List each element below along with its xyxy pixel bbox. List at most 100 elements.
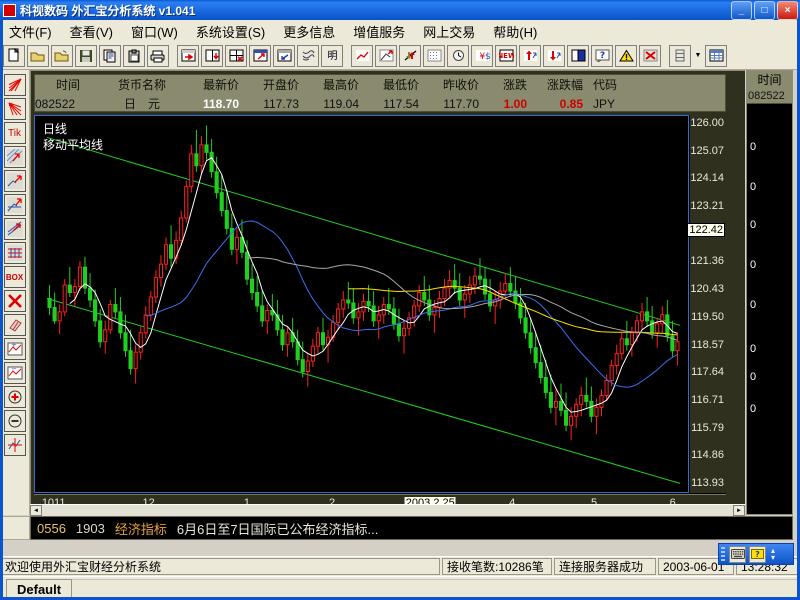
app-icon: [3, 3, 16, 17]
drag-grip[interactable]: [721, 547, 725, 563]
quote-open-price: 117.73: [263, 96, 299, 111]
quote-high-price: 119.04: [323, 96, 359, 111]
news-ticker[interactable]: 0556 1903 经济指标 6月6日至7日国际已公布经济指标...: [30, 516, 793, 540]
menu-help[interactable]: 帮助(H): [493, 24, 538, 40]
svg-text:$: $: [485, 52, 490, 62]
time-data-panel[interactable]: 时间 082522 0 0 0 0 0 0 0 0: [746, 70, 793, 515]
close-button[interactable]: ×: [777, 1, 798, 20]
quote-col-time-header: 时间: [55, 78, 80, 92]
y-axis-tick: 122.42: [687, 222, 725, 237]
minimize-button[interactable]: _: [731, 1, 752, 20]
crosshair-tool[interactable]: [3, 434, 26, 456]
chart-horizontal-scrollbar[interactable]: ◄ ►: [30, 504, 745, 516]
time-panel-header: 时间: [747, 71, 792, 88]
minus-circle-tool[interactable]: [3, 410, 26, 432]
menu-view[interactable]: 查看(V): [69, 24, 113, 40]
list-view-icon[interactable]: [669, 44, 691, 67]
box-tool[interactable]: BOX: [3, 266, 26, 288]
zoom-in-window-icon[interactable]: [273, 44, 295, 67]
new-file-icon[interactable]: [3, 44, 25, 67]
menu-value-added[interactable]: 增值服务: [353, 24, 406, 40]
menu-more-info[interactable]: 更多信息: [283, 24, 336, 40]
time-panel-row: 0: [750, 219, 757, 231]
currency-icon[interactable]: ¥ $: [471, 44, 493, 67]
tick-tool[interactable]: Tik: [3, 122, 26, 144]
parallel-channel-tool[interactable]: [3, 146, 26, 168]
fan-lines-tool[interactable]: [3, 74, 26, 96]
box-tool-label: BOX: [5, 272, 24, 282]
expand-collapse-arrows-icon[interactable]: ▴ ▾: [771, 546, 776, 562]
window-controls: _ □ ×: [731, 1, 798, 20]
maximize-button[interactable]: □: [754, 1, 775, 20]
candlestick-plot[interactable]: 日线 移动平均线: [34, 115, 689, 493]
tick-tool-label: Tik: [8, 127, 21, 139]
arrow-down-red-icon[interactable]: [543, 44, 565, 67]
grid-dots-icon[interactable]: [423, 44, 445, 67]
arrow-up-red-icon[interactable]: [519, 44, 541, 67]
trendline-arrow-tool[interactable]: [3, 194, 26, 216]
y-axis-tick: 123.21: [690, 200, 724, 213]
print-icon[interactable]: [147, 44, 169, 67]
plus-circle-tool[interactable]: [3, 386, 26, 408]
svg-text:?: ?: [755, 550, 760, 559]
fibonacci-tool[interactable]: [3, 242, 26, 264]
ticker-scroll-region[interactable]: [0, 516, 30, 540]
quote-col-high-header: 最高价: [322, 78, 359, 92]
quote-low-price: 117.54: [383, 96, 419, 111]
status-received-count: 接收笔数:10286笔: [442, 558, 552, 575]
trend-up-icon[interactable]: [375, 44, 397, 67]
trend-split-icon[interactable]: [399, 44, 421, 67]
ticker-tag: 经济指标: [114, 521, 167, 537]
scroll-right-arrow[interactable]: ►: [733, 505, 745, 516]
y-axis-tick: 119.50: [691, 310, 724, 323]
open-folder-icon[interactable]: [27, 44, 49, 67]
zoom-out-window-icon[interactable]: [249, 44, 271, 67]
help-question-icon[interactable]: ?: [749, 545, 766, 563]
network-icon[interactable]: [297, 44, 319, 67]
svg-text:?: ?: [599, 51, 604, 61]
chart-window: 时间 货币名称 最新价 开盘价 最高价 最低价 昨收价 涨跌 涨跌幅 代码 08…: [30, 70, 745, 515]
news-icon[interactable]: NEW: [495, 44, 517, 67]
tab-default[interactable]: Default: [6, 579, 73, 598]
save-disk-icon[interactable]: [75, 44, 97, 67]
y-axis-tick: 117.64: [691, 366, 724, 379]
copy-icon[interactable]: [99, 44, 121, 67]
menu-window[interactable]: 窗口(W): [130, 24, 178, 40]
menu-file[interactable]: 文件(F): [9, 24, 52, 40]
next-pane-icon[interactable]: [177, 44, 199, 67]
trend-line-icon[interactable]: [351, 44, 373, 67]
warning-icon[interactable]: [615, 44, 637, 67]
trendline-up-tool[interactable]: [3, 170, 26, 192]
double-trendline-tool[interactable]: [3, 218, 26, 240]
menu-online-trade[interactable]: 网上交易: [423, 24, 476, 40]
zoom-out-chart-tool[interactable]: −: [3, 362, 26, 384]
plot-area: 日线 移动平均线 126.00 125.07 124.14 123.21 122.42 1…: [34, 115, 726, 512]
scroll-track[interactable]: [42, 505, 733, 516]
dropdown-caret-icon[interactable]: ▼: [694, 52, 702, 59]
x-axis-tick: 5: [590, 497, 598, 509]
clock-icon[interactable]: [447, 44, 469, 67]
ming-char-icon[interactable]: 明: [321, 44, 343, 67]
help-question-icon[interactable]: ?: [591, 44, 613, 67]
zoom-in-chart-tool[interactable]: +: [3, 338, 26, 360]
floating-mini-toolbar[interactable]: ? ▴ ▾: [718, 543, 794, 565]
y-axis-tick: 116.71: [691, 394, 724, 407]
status-date: 2003-06-01: [658, 558, 734, 575]
open-folder-2-icon[interactable]: [51, 44, 73, 67]
eraser-tool[interactable]: [3, 314, 26, 336]
scroll-left-arrow[interactable]: ◄: [30, 505, 42, 516]
delete-drawing-tool[interactable]: [3, 290, 26, 312]
gann-fan-tool[interactable]: [3, 98, 26, 120]
paste-clipboard-icon[interactable]: [123, 44, 145, 67]
close-grid-icon[interactable]: [225, 44, 247, 67]
table-view-icon[interactable]: [705, 44, 727, 67]
keyboard-icon[interactable]: [729, 545, 746, 563]
delete-x-icon[interactable]: [639, 44, 661, 67]
split-down-icon[interactable]: [201, 44, 223, 67]
menu-settings[interactable]: 系统设置(S): [195, 24, 266, 40]
ticker-text[interactable]: 6月6日至7日国际已公布经济指标...: [176, 521, 379, 537]
y-axis-tick: 113.93: [691, 477, 724, 489]
x-axis-tick: 6: [669, 497, 676, 509]
panel-split-icon[interactable]: [567, 44, 589, 67]
svg-text:¥: ¥: [479, 52, 485, 62]
